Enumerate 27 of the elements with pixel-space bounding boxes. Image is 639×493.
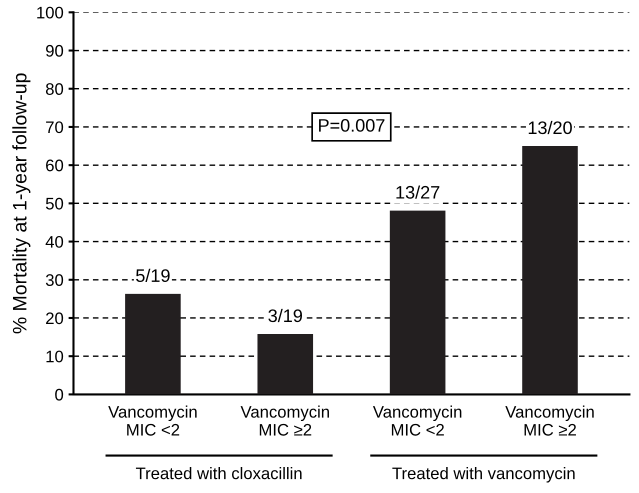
bar bbox=[125, 294, 181, 394]
data-label: 13/20 bbox=[528, 120, 572, 134]
y-tick-label: 90 bbox=[46, 44, 64, 57]
data-label: 3/19 bbox=[268, 308, 302, 322]
x-tick-label: Vancomycin MIC <2 bbox=[108, 406, 197, 436]
y-tick-label: 50 bbox=[46, 198, 64, 210]
y-tick-label: 100 bbox=[37, 6, 64, 19]
x-tick-label: Vancomycin MIC ≥2 bbox=[505, 406, 594, 436]
y-axis-title: % Mortality at 1-year follow-up bbox=[12, 73, 30, 334]
y-tick-label: 80 bbox=[46, 83, 64, 95]
y-tick-label: 30 bbox=[46, 274, 64, 286]
bar bbox=[257, 334, 314, 394]
annotation: P=0.007 bbox=[319, 119, 384, 132]
x-tick-label: Vancomycin MIC <2 bbox=[372, 406, 462, 436]
data-label: 13/27 bbox=[396, 185, 440, 199]
y-tick-label: 60 bbox=[46, 160, 64, 172]
y-tick-label: 40 bbox=[46, 236, 64, 248]
bar bbox=[390, 210, 446, 394]
data-label: 5/19 bbox=[136, 268, 170, 282]
y-tick-label: 70 bbox=[46, 121, 64, 134]
y-tick-label: 10 bbox=[46, 350, 64, 362]
y-tick-label: 20 bbox=[46, 312, 64, 324]
x-tick-label: Vancomycin MIC ≥2 bbox=[240, 406, 329, 436]
text: Treated with vancomycin bbox=[392, 466, 575, 483]
text: Treated with cloxacillin bbox=[136, 466, 302, 480]
bar bbox=[522, 146, 578, 394]
y-tick-label: 0 bbox=[55, 388, 64, 401]
